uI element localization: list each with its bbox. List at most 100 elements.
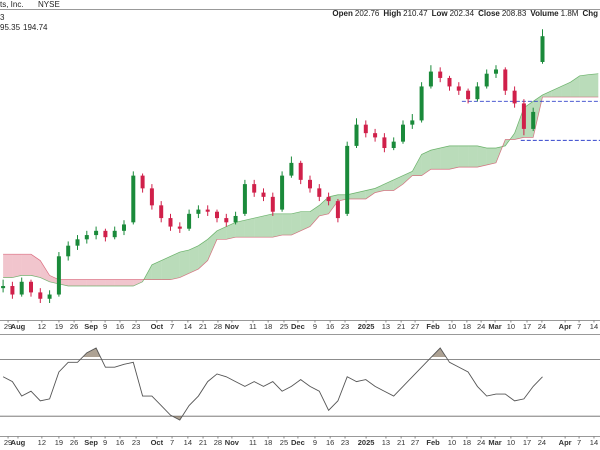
x-tick-label: 21 xyxy=(199,322,207,331)
cloud-fill xyxy=(123,279,134,287)
cloud-fill xyxy=(412,154,422,176)
candle-body xyxy=(391,141,396,149)
cloud-fill xyxy=(588,73,599,98)
candle-body xyxy=(261,192,266,197)
candle-body xyxy=(289,162,294,176)
candle-body xyxy=(149,188,154,206)
cloud-fill xyxy=(561,82,571,98)
cloud-fill xyxy=(328,194,338,214)
cloud-fill xyxy=(161,256,171,280)
candle-body xyxy=(307,179,312,189)
cloud-fill xyxy=(49,275,59,284)
cloud-fill xyxy=(30,254,41,278)
cloud-fill xyxy=(272,213,283,238)
axes: 2929AugAug121219192626SepSep9916162323Oc… xyxy=(4,320,598,447)
cloud-fill xyxy=(105,279,115,287)
x-tick-label: 24 xyxy=(538,438,546,447)
x-tick-label: 16 xyxy=(326,438,334,447)
header: ts, Inc. NYSE 395.35 194.74 Open 202.76 High 21… xyxy=(0,0,598,32)
candle-body xyxy=(466,90,471,100)
x-tick-label: 9 xyxy=(313,438,317,447)
cloud-fill xyxy=(514,107,524,140)
x-tick-label: Sep xyxy=(84,438,98,447)
cloud-fill xyxy=(486,148,496,165)
title: ts, Inc. xyxy=(0,0,24,9)
cloud-fill xyxy=(21,254,31,276)
x-tick-label: 14 xyxy=(184,322,192,331)
cloud-fill xyxy=(226,222,236,240)
candle-body xyxy=(540,36,545,62)
x-tick-label: 26 xyxy=(70,322,78,331)
x-tick-label: Mar xyxy=(488,322,501,331)
candle-body xyxy=(56,256,61,295)
legend-value: 194.74 xyxy=(23,23,48,32)
quote-value: 202.76 xyxy=(355,9,380,18)
x-tick-label: 10 xyxy=(507,438,515,447)
x-tick-label: 23 xyxy=(132,438,140,447)
x-tick-label: Nov xyxy=(225,322,240,331)
cloud-fill xyxy=(114,279,124,287)
candle-body xyxy=(270,196,275,212)
x-tick-label: 24 xyxy=(538,322,546,331)
candle-body xyxy=(242,184,247,214)
cloud-fill xyxy=(523,101,534,138)
x-tick-label: Feb xyxy=(426,322,440,331)
candle-body xyxy=(131,175,136,223)
candle-body xyxy=(19,281,24,295)
x-tick-label: 18 xyxy=(264,438,272,447)
x-tick-label: Sep xyxy=(84,322,98,331)
candle-body xyxy=(177,226,182,229)
x-tick-label: 23 xyxy=(341,438,349,447)
candle-body xyxy=(484,73,489,87)
cloud-fill xyxy=(179,249,190,278)
x-tick-label: 17 xyxy=(523,322,531,331)
cloud-fill xyxy=(244,218,255,238)
cloud-fill xyxy=(282,213,292,236)
cloud-fill xyxy=(40,260,50,282)
x-tick-label: 25 xyxy=(280,438,288,447)
cloud-fill xyxy=(198,239,208,270)
candle-body xyxy=(196,209,201,214)
candle-body xyxy=(503,69,508,91)
x-tick-label: 27 xyxy=(411,438,419,447)
x-tick-label: 18 xyxy=(264,322,272,331)
x-tick-label: Oct xyxy=(151,322,164,331)
candle-body xyxy=(475,86,480,100)
x-tick-label: 10 xyxy=(448,322,456,331)
x-tick-label: 21 xyxy=(397,322,405,331)
candle-body xyxy=(168,218,173,227)
candle-body xyxy=(345,145,350,214)
x-tick-label: 2025 xyxy=(358,322,375,331)
cloud-fill xyxy=(207,230,217,261)
cloud-fill xyxy=(468,145,478,168)
candle-body xyxy=(317,188,322,197)
x-tick-label: 7 xyxy=(170,322,174,331)
cloud-fill xyxy=(356,190,366,199)
rsi-line xyxy=(2,347,543,421)
x-tick-label: 10 xyxy=(448,438,456,447)
cloud-span-a xyxy=(3,73,599,287)
x-tick-label: Apr xyxy=(559,438,572,447)
cloud-fill xyxy=(319,196,329,216)
x-tick-label: 14 xyxy=(590,322,598,331)
cloud-fill xyxy=(300,211,310,231)
cloud-fill xyxy=(291,211,301,236)
x-tick-label: Oct xyxy=(151,438,164,447)
x-tick-label: 16 xyxy=(116,438,124,447)
candle-body xyxy=(521,103,526,129)
x-tick-label: 2025 xyxy=(358,438,375,447)
x-tick-label: 12 xyxy=(38,322,46,331)
cloud-fill xyxy=(477,145,487,168)
quote-label: Low xyxy=(432,9,449,18)
x-tick-label: 28 xyxy=(214,322,222,331)
candle-body xyxy=(354,124,359,146)
x-tick-label: 10 xyxy=(507,322,515,331)
candle-body xyxy=(94,230,99,236)
cloud-fill xyxy=(68,279,78,287)
candle-body xyxy=(419,86,424,121)
cloud-fill xyxy=(96,279,106,287)
x-tick-label: 24 xyxy=(477,438,485,447)
x-tick-label: 27 xyxy=(411,322,419,331)
candle-body xyxy=(214,211,219,219)
x-tick-label: 14 xyxy=(590,438,598,447)
